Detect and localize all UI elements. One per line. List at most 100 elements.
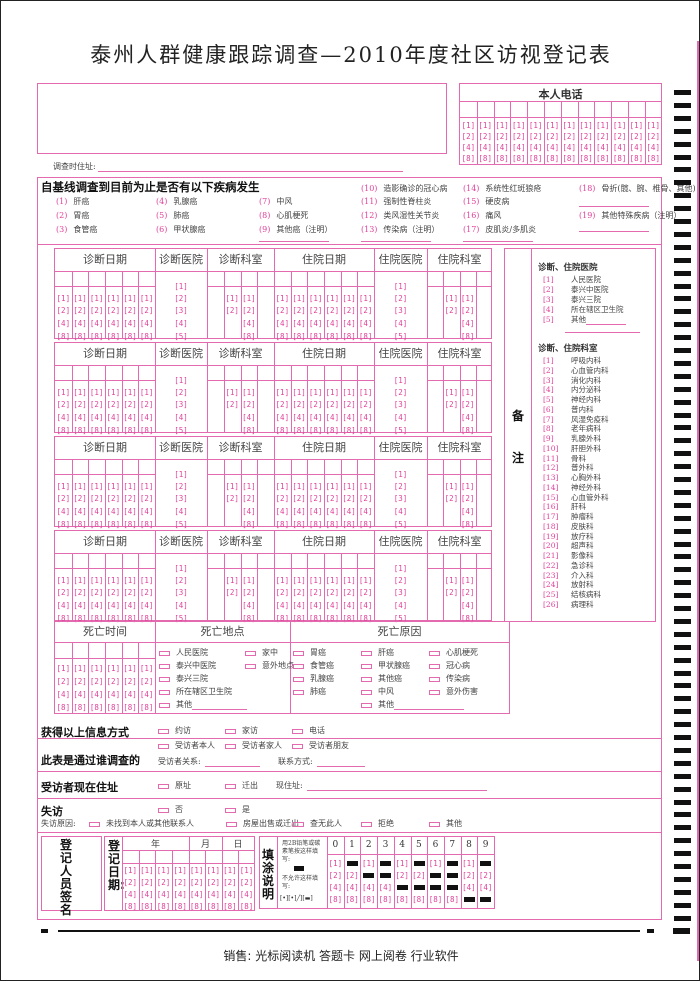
- checkbox[interactable]: [361, 821, 372, 827]
- dept-bubble[interactable]: [1]: [460, 294, 475, 303]
- date-bubble[interactable]: [8]: [275, 614, 290, 623]
- date-bubble[interactable]: [4]: [56, 319, 71, 328]
- reg-date-bubble[interactable]: [8]: [140, 902, 154, 911]
- dept-bubble[interactable]: [1]: [444, 576, 459, 585]
- date-bubble[interactable]: [1]: [139, 576, 154, 585]
- death-cause-option[interactable]: 心肌梗死: [429, 648, 478, 658]
- hospital-bubble[interactable]: [5]: [393, 426, 408, 435]
- reg-date-bubble[interactable]: [2]: [206, 878, 221, 887]
- date-bubble[interactable]: [1]: [106, 388, 121, 397]
- date-bubble[interactable]: [4]: [106, 413, 121, 422]
- date-bubble[interactable]: [1]: [325, 576, 340, 585]
- reg-date-bubble[interactable]: [4]: [206, 890, 221, 899]
- date-bubble[interactable]: [4]: [73, 507, 87, 516]
- dept-bubble[interactable]: [2]: [225, 588, 239, 597]
- death-place-option[interactable]: 泰兴中医院: [159, 661, 216, 671]
- date-bubble[interactable]: [4]: [106, 601, 121, 610]
- date-bubble[interactable]: [2]: [308, 494, 323, 503]
- date-bubble[interactable]: [8]: [123, 332, 137, 341]
- dept-bubble[interactable]: [1]: [242, 576, 256, 585]
- date-bubble[interactable]: [1]: [358, 482, 373, 491]
- date-bubble[interactable]: [2]: [358, 494, 373, 503]
- date-bubble[interactable]: [8]: [89, 332, 104, 341]
- phone-digit-bubble[interactable]: [1]: [512, 121, 526, 130]
- dept-bubble[interactable]: [2]: [242, 588, 256, 597]
- date-bubble[interactable]: [4]: [89, 507, 104, 516]
- date-bubble[interactable]: [8]: [123, 426, 137, 435]
- disease-option[interactable]: (4) 乳腺癌: [156, 197, 197, 207]
- dept-bubble[interactable]: [4]: [460, 507, 475, 516]
- date-bubble[interactable]: [2]: [106, 588, 121, 597]
- date-bubble[interactable]: [8]: [325, 614, 340, 623]
- date-bubble[interactable]: [8]: [275, 332, 290, 341]
- date-bubble[interactable]: [1]: [308, 388, 323, 397]
- phone-digit-bubble[interactable]: [2]: [646, 132, 660, 141]
- date-bubble[interactable]: [1]: [358, 294, 373, 303]
- reg-date-bubble[interactable]: [4]: [123, 890, 138, 899]
- dept-bubble[interactable]: [1]: [225, 388, 239, 397]
- date-bubble[interactable]: [8]: [308, 426, 323, 435]
- phone-digit-bubble[interactable]: [2]: [545, 132, 560, 141]
- phone-digit-bubble[interactable]: [4]: [612, 143, 627, 152]
- hospital-bubble[interactable]: [5]: [174, 426, 188, 435]
- date-bubble[interactable]: [8]: [73, 614, 87, 623]
- reg-date-bubble[interactable]: [2]: [189, 878, 204, 887]
- death-date-bubble[interactable]: [8]: [139, 703, 154, 712]
- phone-digit-bubble[interactable]: [1]: [495, 121, 509, 130]
- date-bubble[interactable]: [2]: [358, 400, 373, 409]
- date-bubble[interactable]: [2]: [73, 494, 87, 503]
- date-bubble[interactable]: [4]: [123, 413, 137, 422]
- death-cause-option[interactable]: 意外伤害: [429, 687, 478, 697]
- phone-digit-bubble[interactable]: [2]: [461, 132, 476, 141]
- reg-date-bubble[interactable]: [4]: [223, 890, 237, 899]
- dept-bubble[interactable]: [1]: [444, 482, 459, 491]
- death-place-option[interactable]: 人民医院: [159, 648, 208, 658]
- date-bubble[interactable]: [4]: [325, 413, 340, 422]
- dept-bubble[interactable]: [2]: [460, 306, 475, 315]
- phone-digit-bubble[interactable]: [8]: [545, 154, 560, 163]
- date-bubble[interactable]: [4]: [89, 601, 104, 610]
- phone-digit-bubble[interactable]: [4]: [596, 143, 610, 152]
- date-bubble[interactable]: [2]: [56, 494, 71, 503]
- address-input[interactable]: [98, 163, 404, 172]
- phone-digit-bubble[interactable]: [1]: [646, 121, 660, 130]
- reg-date-bubble[interactable]: [1]: [173, 866, 187, 875]
- checkbox[interactable]: [292, 743, 303, 749]
- date-bubble[interactable]: [1]: [275, 576, 290, 585]
- death-date-bubble[interactable]: [1]: [106, 664, 121, 673]
- death-cause-option[interactable]: 食管癌: [293, 661, 334, 671]
- checkbox[interactable]: [293, 676, 304, 682]
- hospital-bubble[interactable]: [5]: [174, 520, 188, 529]
- hospital-bubble[interactable]: [2]: [393, 388, 408, 397]
- hospital-bubble[interactable]: [1]: [174, 376, 188, 385]
- reg-date-bubble[interactable]: [4]: [156, 890, 171, 899]
- dept-bubble[interactable]: [4]: [460, 413, 475, 422]
- death-date-bubble[interactable]: [4]: [106, 690, 121, 699]
- hospital-bubble[interactable]: [2]: [174, 294, 188, 303]
- dept-bubble[interactable]: [4]: [460, 601, 475, 610]
- hospital-bubble[interactable]: [4]: [174, 319, 188, 328]
- date-bubble[interactable]: [4]: [275, 507, 290, 516]
- date-bubble[interactable]: [1]: [106, 576, 121, 585]
- hospital-bubble[interactable]: [4]: [393, 601, 408, 610]
- checkbox[interactable]: [159, 663, 170, 669]
- date-bubble[interactable]: [4]: [89, 319, 104, 328]
- checkbox[interactable]: [293, 663, 304, 669]
- checkbox[interactable]: [361, 650, 372, 656]
- date-bubble[interactable]: [4]: [358, 601, 373, 610]
- dept-bubble[interactable]: [8]: [242, 332, 256, 341]
- checkbox[interactable]: [158, 728, 169, 734]
- dept-bubble[interactable]: [1]: [460, 576, 475, 585]
- date-bubble[interactable]: [4]: [139, 507, 154, 516]
- phone-digit-bubble[interactable]: [2]: [612, 132, 627, 141]
- reg-date-bubble[interactable]: [2]: [156, 878, 171, 887]
- date-bubble[interactable]: [8]: [89, 426, 104, 435]
- date-bubble[interactable]: [8]: [56, 614, 71, 623]
- disease-option[interactable]: (9) 其他癌（注明）: [259, 225, 332, 235]
- date-bubble[interactable]: [1]: [73, 576, 87, 585]
- date-bubble[interactable]: [4]: [73, 601, 87, 610]
- residence-option[interactable]: 迁出: [225, 781, 258, 791]
- death-cause-option[interactable]: 传染病: [429, 674, 470, 684]
- date-bubble[interactable]: [8]: [358, 332, 373, 341]
- checkbox[interactable]: [429, 650, 440, 656]
